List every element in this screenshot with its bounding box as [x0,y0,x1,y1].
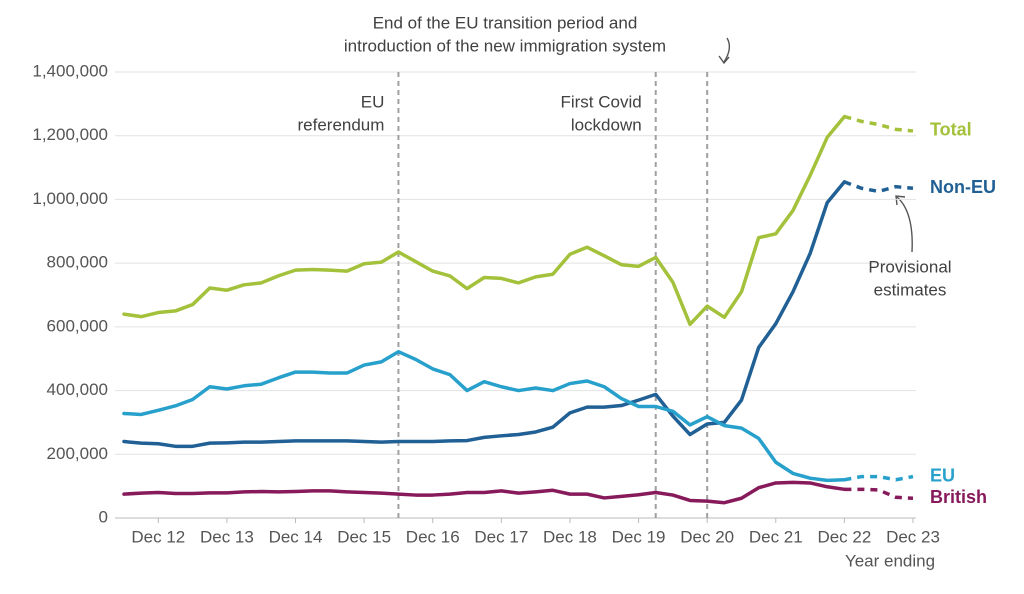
x-tick-label: Dec 23 [886,527,940,546]
y-tick-label: 600,000 [47,316,108,335]
series-label: EU [930,465,955,485]
y-tick-label: 1,200,000 [32,125,108,144]
x-axis-label: Year ending [845,551,935,570]
x-tick-label: Dec 12 [131,527,185,546]
annotation: Provisional [868,257,951,276]
x-tick-label: Dec 15 [337,527,391,546]
annotation: referendum [297,115,384,134]
x-tick-label: Dec 20 [680,527,734,546]
y-tick-label: 0 [99,507,108,526]
y-tick-label: 200,000 [47,444,108,463]
x-tick-label: Dec 16 [406,527,460,546]
annotation: EU [361,92,385,111]
x-tick-label: Dec 19 [612,527,666,546]
annotation: lockdown [571,115,642,134]
y-tick-label: 1,400,000 [32,61,108,80]
x-tick-label: Dec 21 [749,527,803,546]
x-tick-label: Dec 18 [543,527,597,546]
provisional-line [843,180,914,194]
arrow [718,37,731,65]
line [122,180,847,449]
annotation: End of the EU transition period and [373,13,638,32]
arrow [895,195,913,253]
line [122,349,847,483]
annotation: First Covid [560,92,641,111]
x-tick-label: Dec 22 [817,527,871,546]
x-tick-label: Dec 13 [200,527,254,546]
provisional-line [844,474,914,482]
line [122,114,847,327]
provisional-line [843,114,914,133]
provisional-line [844,487,914,500]
annotation: estimates [874,280,947,299]
series-label: Non-EU [930,177,996,197]
x-tick-label: Dec 17 [474,527,528,546]
y-tick-label: 1,000,000 [32,189,108,208]
y-tick-label: 800,000 [47,253,108,272]
x-tick-label: Dec 14 [269,527,323,546]
series-label: British [930,487,987,507]
line [122,480,847,505]
annotation: introduction of the new immigration syst… [344,36,666,55]
series-label: Total [930,120,972,140]
y-tick-label: 400,000 [47,380,108,399]
